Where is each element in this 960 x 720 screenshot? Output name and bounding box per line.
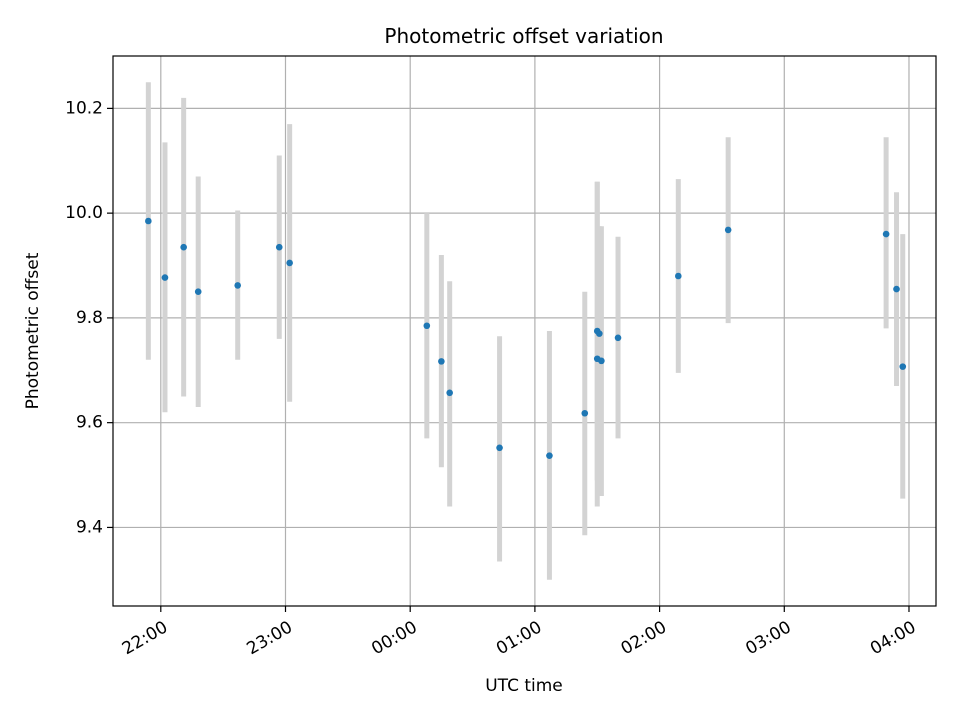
data-point [882,230,890,238]
data-point [194,288,202,296]
data-point [438,358,445,365]
data-point [423,322,431,330]
data-point [614,334,622,342]
data-point [496,444,503,452]
chart-title: Photometric offset variation [384,24,663,48]
data-point [596,330,603,337]
data-point [724,226,732,234]
y-tick-label: 9.4 [76,517,103,537]
grid-layer [113,56,936,606]
data-point [598,357,605,365]
y-tick-label: 10.2 [65,98,103,118]
y-axis-label: Photometric offset [23,252,43,409]
y-tick-layer: 9.4 9.6 9.8 10.0 10.2 [65,98,113,537]
y-tick-label: 9.6 [76,413,103,433]
plot-frame [112,55,937,607]
data-point [145,217,152,225]
data-point [674,272,682,280]
data-point [180,243,187,251]
data-point [275,243,283,251]
data-point [161,274,169,281]
data-point [546,452,553,459]
data-point [899,363,907,370]
data-point [893,285,900,293]
y-tick-label: 9.8 [76,308,103,328]
data-point [446,389,453,397]
data-point [234,282,241,289]
y-tick-label: 10.0 [65,203,103,223]
x-axis-label: UTC time [485,676,563,696]
data-point [581,409,589,417]
data-point [286,259,293,267]
point-layer [145,217,907,459]
